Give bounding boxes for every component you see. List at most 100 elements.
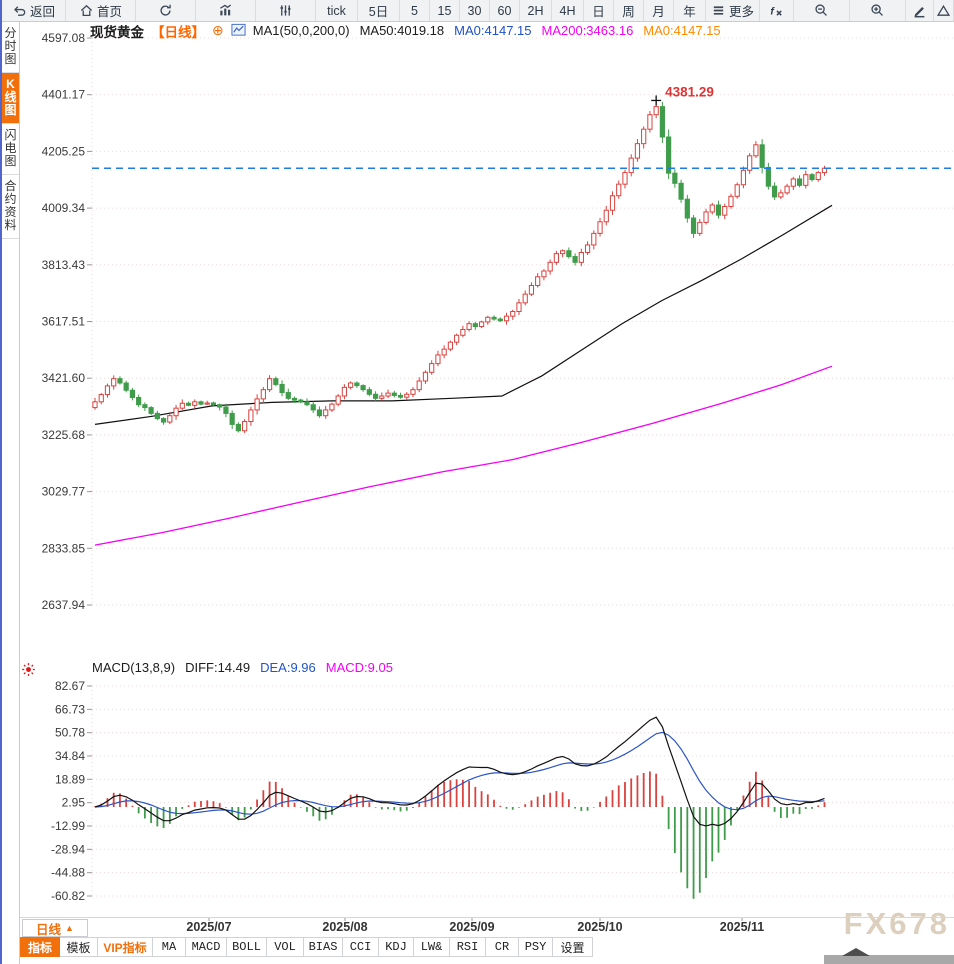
toolbar-zoom-out[interactable] <box>794 0 850 21</box>
ma50-line <box>94 204 833 425</box>
svg-text:2637.94: 2637.94 <box>42 598 86 612</box>
toolbar-interval-day-button[interactable]: 日 <box>584 0 614 21</box>
chart-header: 现货黄金 【日线】 ⊕ MA1(50,0,200,0) MA50:4019.18 M… <box>90 22 731 40</box>
zoom-out-icon <box>814 3 829 18</box>
toolbar-label: tick <box>327 3 346 18</box>
bar-chart-icon <box>218 3 233 18</box>
toolbar-label: 5 <box>411 3 418 18</box>
panel-expand-handle[interactable] <box>824 948 954 964</box>
diff-line <box>94 716 825 827</box>
line-chart-icon[interactable] <box>231 22 246 40</box>
indicator-button[interactable]: KDJ <box>379 937 414 957</box>
toolbar-label: 30 <box>467 3 482 18</box>
indicator-button[interactable]: CCI <box>343 937 379 957</box>
toolbar-label: 更多 <box>728 5 754 19</box>
indicator-button[interactable]: BIAS <box>304 937 343 957</box>
indicator-button[interactable]: 设置 <box>553 937 593 957</box>
svg-text:4381.29: 4381.29 <box>665 84 714 99</box>
svg-text:50.78: 50.78 <box>55 726 85 740</box>
x-axis-row: 日线 ▲ 2025/07 2025/08 2025/09 2025/10 2025/11 <box>20 917 954 937</box>
indicator-button[interactable]: RSI <box>450 937 486 957</box>
macd-header: MACD(13,8,9) DIFF:14.49 DEA:9.96 MACD:9.05 <box>92 660 393 676</box>
indicator-toolbar: 指标 模板 VIP指标 MA MACD BOLL VOL BIAS CCI KDJ LW& RSI CR… <box>20 937 593 957</box>
toolbar-interval-4h-button[interactable]: 4H <box>552 0 584 21</box>
toolbar-more[interactable]: 更多 <box>706 0 760 21</box>
indicator-button[interactable]: 指标 <box>20 937 60 957</box>
toolbar-indicator-panel[interactable] <box>256 0 316 21</box>
macd-legend-item: MACD:9.05 <box>325 660 393 675</box>
svg-text:3029.77: 3029.77 <box>42 485 86 499</box>
period-tag: 【日线】 <box>151 24 205 40</box>
sidebar-item-active[interactable]: K线图 <box>2 73 19 124</box>
svg-text:-44.88: -44.88 <box>51 866 85 880</box>
svg-text:4401.17: 4401.17 <box>42 88 86 102</box>
ma-legend-item: MA200:3463.16 <box>541 23 634 38</box>
toolbar-chart-style[interactable] <box>196 0 256 21</box>
macd-histogram <box>94 771 826 899</box>
fx-icon: f <box>769 3 784 18</box>
indicator-button[interactable]: VOL <box>267 937 304 957</box>
sidebar-item-tab[interactable]: 闪电图 <box>2 124 19 175</box>
x-axis-month-label: 2025/11 <box>719 920 765 934</box>
peak-annotation: 4381.29 <box>651 84 714 106</box>
toolbar-draw[interactable] <box>906 0 934 21</box>
toolbar-interval-year-button[interactable]: 年 <box>674 0 706 21</box>
candles-layer <box>92 100 828 434</box>
svg-text:3617.51: 3617.51 <box>42 315 86 329</box>
svg-text:-60.82: -60.82 <box>51 889 85 903</box>
toolbar-refresh[interactable] <box>136 0 196 21</box>
toolbar-interval-month-button[interactable]: 月 <box>644 0 674 21</box>
x-axis-month-label: 2025/07 <box>186 920 232 934</box>
x-axis-month-label: 2025/10 <box>577 920 623 934</box>
macd-legend-item: MACD(13,8,9) <box>92 660 176 675</box>
toolbar-interval-60m-button[interactable]: 60 <box>490 0 520 21</box>
toolbar-interval-5d-button[interactable]: 5日 <box>358 0 400 21</box>
indicator-button[interactable]: MACD <box>186 937 227 957</box>
toolbar-back[interactable]: 返回 <box>2 0 66 21</box>
watermark: FX678 <box>843 906 950 941</box>
toolbar-label: 周 <box>622 5 635 19</box>
macd-legend-item: DEA:9.96 <box>260 660 316 675</box>
svg-text:-28.94: -28.94 <box>51 842 85 856</box>
ma-legend-item: MA0:4147.15 <box>643 23 721 38</box>
indicator-button[interactable]: 模板 <box>60 937 98 957</box>
period-selector[interactable]: 日线 ▲ <box>22 919 88 937</box>
toolbar-shapes[interactable] <box>934 0 954 21</box>
toolbar-formula[interactable]: f <box>760 0 794 21</box>
indicator-button[interactable]: BOLL <box>227 937 267 957</box>
macd-settings-icon[interactable] <box>21 662 36 682</box>
pencil-icon <box>912 3 927 18</box>
back-icon <box>12 3 27 18</box>
macd-legend-item: DIFF:14.49 <box>185 660 251 675</box>
indicator-button[interactable]: PSY <box>519 937 553 957</box>
svg-text:2833.85: 2833.85 <box>42 541 86 555</box>
ma-legend-item: MA0:4147.15 <box>454 23 532 38</box>
sidebar-item-tab[interactable]: 合约资料 <box>2 175 19 239</box>
x-axis-month-label: 2025/09 <box>449 920 495 934</box>
add-indicator-icon[interactable]: ⊕ <box>212 22 224 38</box>
expand-arrow-icon <box>842 948 870 956</box>
indicator-button[interactable]: VIP指标 <box>98 937 153 957</box>
toolbar-interval-15m-button[interactable]: 15 <box>430 0 460 21</box>
toolbar-interval-5m-button[interactable]: 5 <box>400 0 430 21</box>
indicator-button[interactable]: CR <box>486 937 519 957</box>
ma-legend-item: MA50:4019.18 <box>359 23 445 38</box>
toolbar-label: 日 <box>592 5 605 19</box>
toolbar-interval-tick-button[interactable]: tick <box>316 0 358 21</box>
indicator-button[interactable]: MA <box>153 937 186 957</box>
symbol-title: 现货黄金 <box>90 24 144 40</box>
grid-layer: 4597.08 4401.17 4205.25 4009.34 3813.43 3617.… <box>42 31 954 921</box>
toolbar-interval-week-button[interactable]: 周 <box>614 0 644 21</box>
toolbar-interval-2h-button[interactable]: 2H <box>520 0 552 21</box>
svg-text:-12.99: -12.99 <box>51 819 85 833</box>
toolbar-label: 返回 <box>29 5 55 19</box>
toolbar-interval-30m-button[interactable]: 30 <box>460 0 490 21</box>
toolbar-label: 首页 <box>96 5 122 19</box>
toolbar-home[interactable]: 首页 <box>66 0 136 21</box>
sidebar-item-tab[interactable]: 分时图 <box>2 22 19 73</box>
left-sidebar: 分时图 K线图 闪电图 合约资料 <box>2 22 20 964</box>
toolbar-zoom-in[interactable] <box>850 0 906 21</box>
indicator-button[interactable]: LW& <box>414 937 450 957</box>
